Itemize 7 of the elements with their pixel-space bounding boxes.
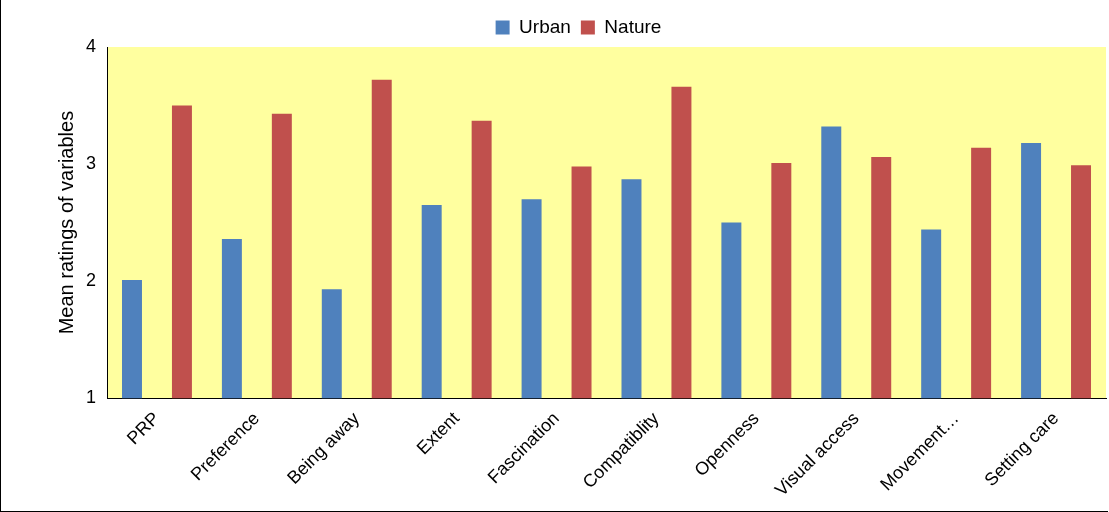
- legend-label: Nature: [604, 15, 662, 37]
- y-tick-label: 3: [86, 153, 97, 174]
- legend-label: Urban: [519, 15, 571, 37]
- y-axis-title: Mean ratings of variables: [54, 110, 77, 335]
- y-tick-label: 1: [86, 387, 97, 408]
- y-tick-label: 4: [86, 35, 97, 56]
- y-tick-label: 2: [86, 270, 97, 291]
